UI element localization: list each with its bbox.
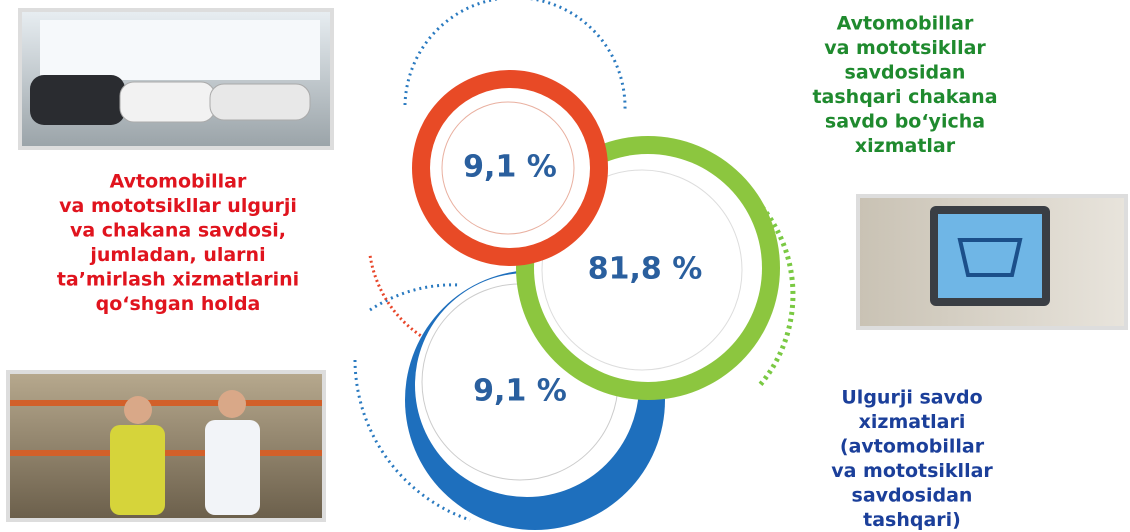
label-line: (avtomobillar: [840, 436, 985, 458]
value: 81,8 %: [588, 252, 703, 287]
label-line: Avtomobillar: [837, 13, 974, 35]
photo-tablet: [856, 194, 1128, 330]
label-line: jumladan, ularni: [89, 244, 265, 266]
ring-red: [412, 70, 608, 266]
value: 9,1 %: [463, 150, 557, 185]
label-line: va mototsikllar: [824, 37, 986, 59]
value: 9,1 %: [473, 374, 567, 409]
label-line: tashqari): [863, 509, 961, 531]
dotted-arc: [644, 152, 796, 387]
label-line: savdosidan: [845, 62, 966, 84]
dotted-arc: [353, 359, 471, 522]
label-line: ta’mirlash xizmatlarini: [57, 269, 299, 291]
dotted-arc: [369, 283, 461, 312]
label-line: savdo bo‘yicha: [825, 111, 985, 133]
label-line: savdosidan: [852, 485, 973, 507]
label-line: va chakana savdosi,: [70, 220, 286, 242]
label-line: va mototsikllar: [831, 460, 993, 482]
label-line: va mototsikllar ulgurji: [59, 195, 297, 217]
label-line: xizmatlar: [855, 135, 956, 157]
label-line: tashqari chakana: [812, 86, 997, 108]
label-line: qo‘shgan holda: [96, 293, 261, 315]
label-line: Avtomobillar: [110, 171, 247, 193]
photo-warehouse: [6, 370, 326, 522]
label-line: xizmatlari: [859, 411, 966, 433]
photo-showroom: [18, 8, 334, 150]
label-line: Ulgurji savdo: [841, 387, 982, 409]
